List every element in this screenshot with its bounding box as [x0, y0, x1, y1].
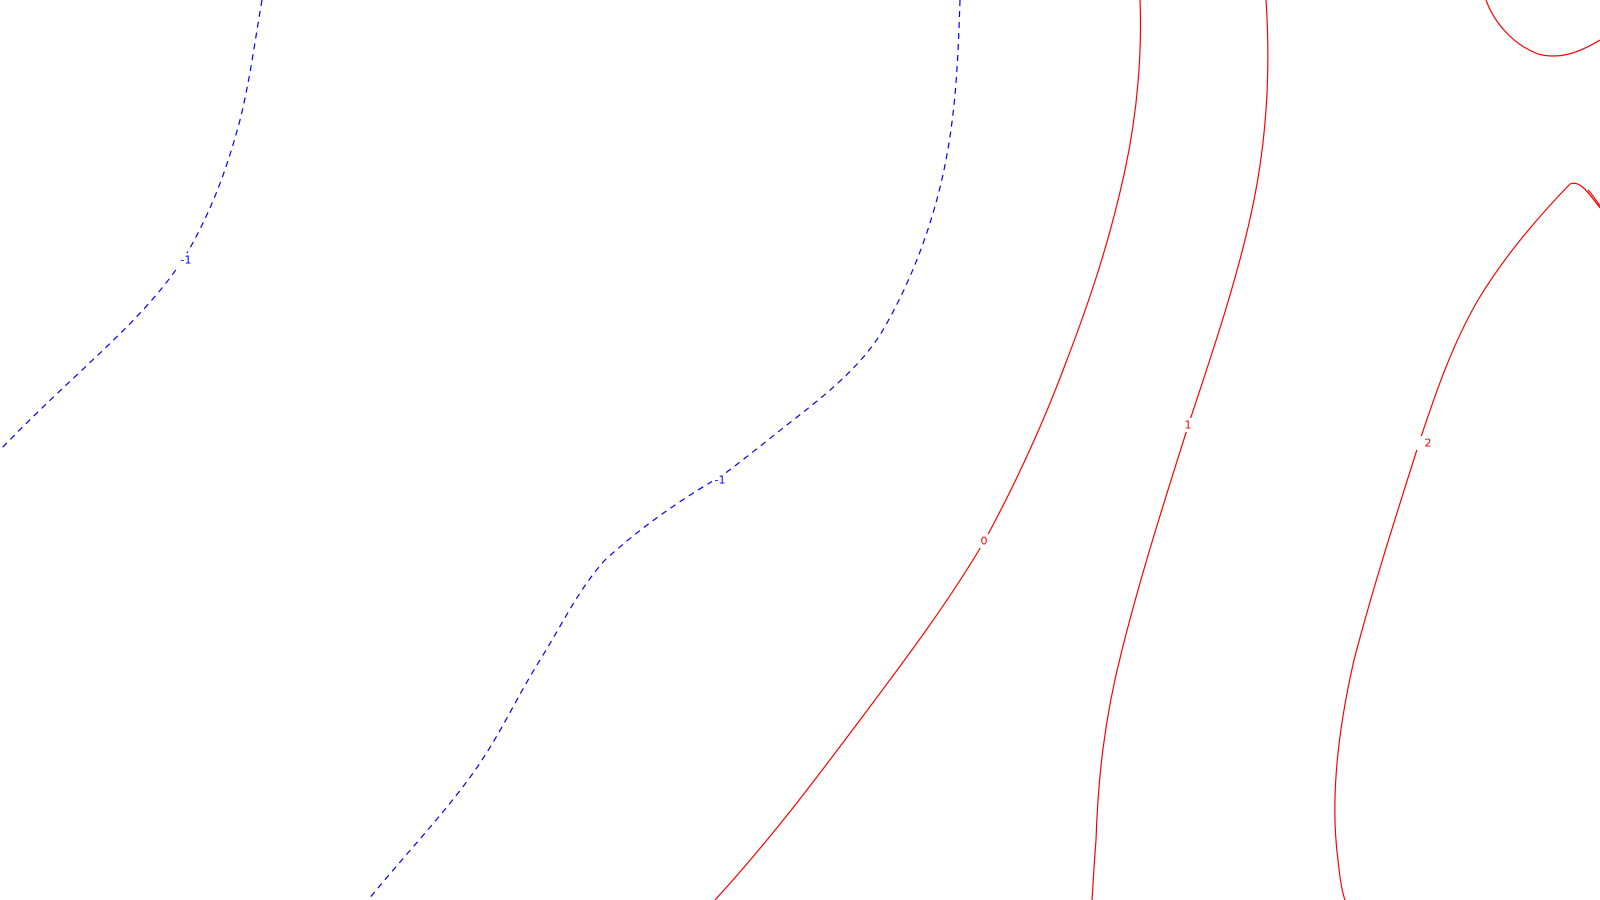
contour-label-1: 1 — [1185, 419, 1192, 432]
contour-label-group: 0 — [976, 534, 992, 548]
contour-line-peak-right — [1587, 189, 1600, 207]
contour-label-group: -1 — [178, 253, 194, 267]
contour-line-1 — [1091, 0, 1269, 900]
contour-label-group: 2 — [1416, 436, 1440, 450]
contour-line-minus-1-west — [0, 0, 263, 451]
contour-label-group: 1 — [1176, 418, 1200, 432]
contour-label-0: 0 — [981, 535, 988, 548]
contour-line-minus-1-center — [367, 0, 961, 900]
contour-label-minus-1-center: -1 — [715, 474, 726, 487]
contour-label-minus-1-west: -1 — [181, 254, 192, 267]
contour-line-peak-top — [1485, 0, 1600, 57]
contour-label-2: 2 — [1425, 437, 1432, 450]
contour-line-2 — [1334, 182, 1600, 900]
contour-label-group: -1 — [712, 473, 728, 487]
contour-line-0 — [714, 0, 1142, 900]
